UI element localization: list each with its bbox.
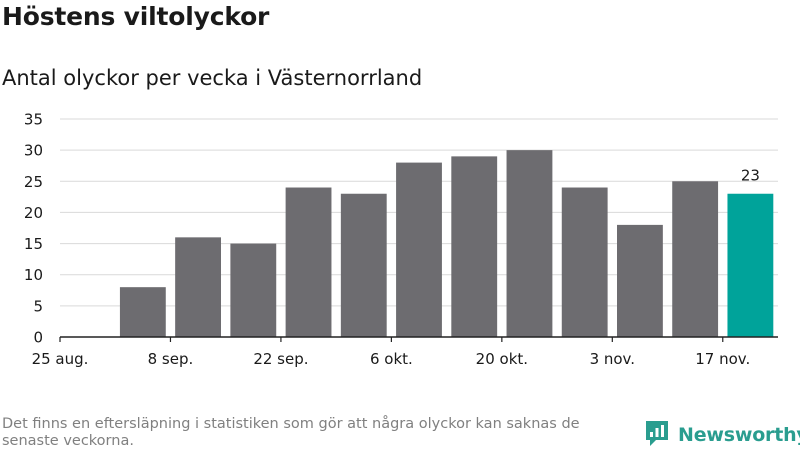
bar xyxy=(506,150,553,337)
y-axis-ticks: 0 5 10 15 20 25 30 35 xyxy=(24,111,43,347)
bar xyxy=(340,193,387,337)
brand-logo[interactable]: Newsworthy xyxy=(644,420,800,450)
bar-chart: 0 5 10 15 20 25 30 35 23 25 aug. 8 sep. 22 sep. 6 … xyxy=(24,111,778,368)
x-tick-label: 8 sep. xyxy=(148,350,194,368)
y-tick-label: 25 xyxy=(24,173,43,191)
bar xyxy=(230,243,277,337)
bar xyxy=(119,287,166,337)
bars xyxy=(119,150,774,337)
x-axis-ticks: 25 aug. 8 sep. 22 sep. 6 okt. 20 okt. 3 nov. 1… xyxy=(32,337,750,368)
bar xyxy=(561,187,608,337)
x-tick-label: 6 okt. xyxy=(370,350,413,368)
x-tick-label: 25 aug. xyxy=(32,350,89,368)
chart-title: Höstens viltolyckor xyxy=(2,2,270,31)
x-tick-label: 17 nov. xyxy=(695,350,750,368)
y-tick-label: 35 xyxy=(24,111,43,129)
bar xyxy=(617,224,663,337)
x-tick-label: 20 okt. xyxy=(476,350,528,368)
chart-subtitle: Antal olyckor per vecka i Västernorrland xyxy=(2,66,423,90)
data-label: 23 xyxy=(741,167,760,185)
bar xyxy=(451,156,498,337)
bar xyxy=(672,181,719,337)
x-tick-label: 22 sep. xyxy=(253,350,308,368)
bar xyxy=(396,162,442,337)
footnote: Det finns en eftersläpning i statistiken… xyxy=(2,416,580,449)
y-tick-label: 10 xyxy=(24,266,43,284)
bar-highlight xyxy=(727,193,774,337)
bar xyxy=(175,237,221,337)
y-tick-label: 0 xyxy=(33,329,43,347)
y-tick-label: 20 xyxy=(24,204,43,222)
bar-chart-logo-icon xyxy=(644,419,670,451)
brand-name: Newsworthy xyxy=(678,424,800,446)
y-tick-label: 5 xyxy=(33,297,43,315)
x-tick-label: 3 nov. xyxy=(590,350,635,368)
y-tick-label: 15 xyxy=(24,235,43,253)
bar xyxy=(285,187,332,337)
y-tick-label: 30 xyxy=(24,142,43,160)
data-labels: 23 xyxy=(741,167,760,185)
